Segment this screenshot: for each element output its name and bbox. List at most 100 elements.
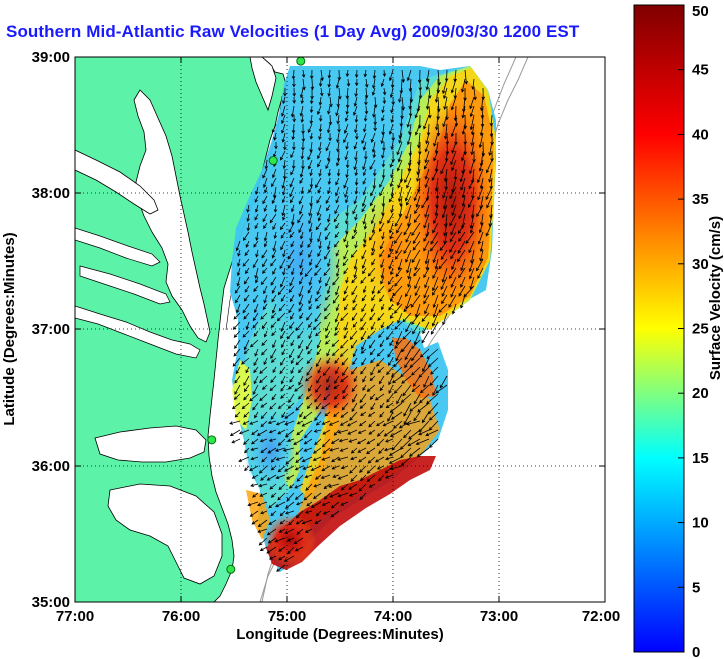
velocity-arrow <box>275 501 286 508</box>
velocity-arrow <box>291 159 296 170</box>
velocity-arrow <box>354 114 359 123</box>
velocity-arrow <box>397 186 403 203</box>
velocity-arrow <box>364 96 368 106</box>
velocity-arrow <box>257 501 268 507</box>
velocity-arrow <box>324 231 331 241</box>
velocity-arrow <box>243 312 250 320</box>
velocity-arrow <box>441 267 448 283</box>
velocity-arrow <box>261 321 268 330</box>
velocity-arrow <box>326 123 331 134</box>
velocity-arrow <box>352 357 358 366</box>
velocity-arrow <box>299 276 304 285</box>
velocity-arrow <box>450 249 457 260</box>
velocity-arrow <box>343 177 349 189</box>
velocity-arrow <box>411 249 421 263</box>
velocity-arrow <box>298 222 304 234</box>
velocity-arrow <box>309 114 314 125</box>
velocity-arrow <box>242 330 250 338</box>
velocity-arrow <box>308 249 313 258</box>
velocity-arrow <box>393 420 403 429</box>
velocity-arrow <box>386 330 394 341</box>
velocity-arrow <box>406 177 412 189</box>
velocity-arrow <box>443 222 448 237</box>
velocity-arrow <box>349 465 358 474</box>
velocity-arrow <box>415 123 421 136</box>
velocity-arrow <box>336 141 340 153</box>
velocity-arrow <box>270 321 277 329</box>
velocity-arrow <box>253 285 259 292</box>
velocity-arrow <box>340 375 349 383</box>
velocity-arrow <box>443 168 448 183</box>
x-axis: 77:00 76:00 75:00 74:00 73:00 72:00 Long… <box>56 57 620 643</box>
velocity-arrow <box>469 114 475 131</box>
velocity-arrow <box>380 132 385 145</box>
velocity-arrow <box>352 321 358 328</box>
velocity-arrow <box>249 393 259 402</box>
velocity-arrow <box>406 420 421 426</box>
velocity-arrow <box>448 267 457 279</box>
velocity-arrows <box>229 69 494 572</box>
velocity-arrow <box>318 78 323 88</box>
velocity-arrow <box>340 312 349 322</box>
velocity-arrow <box>271 177 277 188</box>
velocity-arrow <box>234 384 241 395</box>
velocity-arrow <box>280 222 286 231</box>
velocity-arrow <box>344 321 349 331</box>
velocity-arrow <box>339 447 349 452</box>
velocity-arrow <box>234 411 241 418</box>
velocity-arrow <box>296 429 304 436</box>
velocity-arrow <box>314 312 322 323</box>
velocity-arrow <box>479 177 484 190</box>
velocity-arrow <box>461 105 466 119</box>
velocity-arrow <box>283 87 287 97</box>
velocity-arrow <box>425 96 430 110</box>
velocity-arrow <box>451 258 457 271</box>
velocity-arrow <box>397 150 403 163</box>
velocity-arrow <box>438 303 448 313</box>
velocity-arrow <box>284 411 295 419</box>
velocity-arrow <box>331 456 340 463</box>
velocity-arrow <box>389 465 403 471</box>
velocity-arrow <box>261 249 268 259</box>
velocity-arrow <box>407 438 421 447</box>
velocity-arrow <box>450 222 457 236</box>
velocity-arrow <box>270 348 277 360</box>
james-river <box>75 305 201 359</box>
velocity-arrow <box>450 276 457 288</box>
x-tick-label: 72:00 <box>582 608 620 625</box>
velocity-arrow <box>381 159 386 168</box>
velocity-arrow <box>351 384 358 392</box>
velocity-arrow <box>314 411 322 422</box>
velocity-arrow <box>295 510 304 519</box>
velocity-arrow <box>389 231 394 240</box>
velocity-arrow <box>379 294 385 303</box>
velocity-arrow <box>276 312 286 322</box>
x-tick-label: 77:00 <box>56 608 94 625</box>
velocity-arrow <box>351 276 358 284</box>
velocity-arrow <box>371 240 376 252</box>
velocity-arrow <box>294 492 304 500</box>
velocity-arrow <box>387 348 394 358</box>
velocity-arrow <box>403 402 412 417</box>
velocity-arrow <box>324 312 331 320</box>
velocity-arrow <box>434 177 439 192</box>
velocity-arrow <box>263 294 268 304</box>
velocity-arrow <box>321 438 331 448</box>
velocity-arrow <box>269 402 277 410</box>
velocity-arrow <box>340 465 349 470</box>
velocity-arrow <box>423 375 430 388</box>
velocity-arrow <box>370 402 376 411</box>
velocity-arrow <box>327 69 332 79</box>
velocity-arrow <box>255 249 259 258</box>
velocity-arrow <box>376 348 385 357</box>
velocity-arrow <box>360 321 367 331</box>
velocity-arrow <box>243 393 250 401</box>
velocity-arrow <box>439 240 448 252</box>
velocity-arrow <box>372 69 377 80</box>
velocity-arrow <box>245 321 250 330</box>
velocity-arrow <box>330 501 340 509</box>
velocity-arrow <box>477 231 484 245</box>
velocity-arrow <box>423 285 430 299</box>
velocity-arrow <box>386 321 394 330</box>
velocity-arrow <box>379 384 385 392</box>
